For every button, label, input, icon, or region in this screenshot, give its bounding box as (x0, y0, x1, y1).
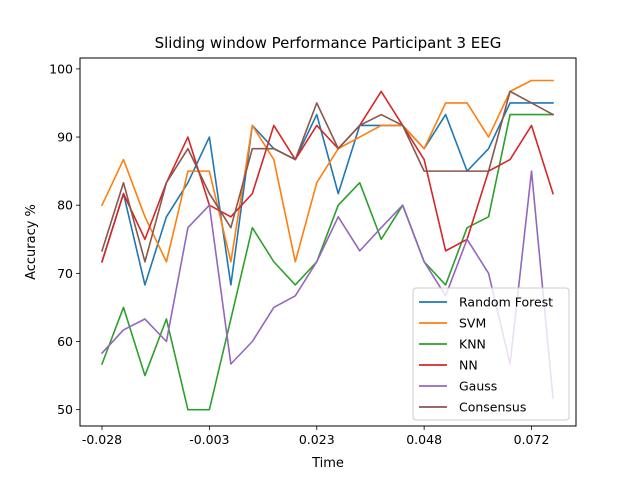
legend-label: NN (459, 358, 478, 373)
legend-label: KNN (459, 337, 486, 352)
series-line-gauss (100, 170, 554, 399)
series-line-knn (100, 113, 554, 411)
x-tick-label: -0.003 (189, 432, 229, 447)
y-tick-label: 60 (57, 334, 73, 349)
y-axis: 50 60 70 80 90 100 (49, 61, 80, 417)
axes-frame (79, 57, 577, 427)
x-tick-label: -0.028 (82, 432, 122, 447)
chart-title: Sliding window Performance Participant 3… (155, 34, 502, 52)
series-line-random-forest (100, 102, 554, 286)
y-tick-label: 70 (57, 266, 73, 281)
legend-frame (412, 287, 570, 421)
legend-label: Consensus (459, 400, 526, 415)
series-group (100, 79, 555, 411)
x-axis: -0.028 -0.003 0.023 0.048 0.072 (82, 426, 550, 447)
x-tick-label: 0.072 (514, 432, 550, 447)
legend-label: SVM (459, 316, 486, 331)
series-line-nn (100, 90, 555, 263)
legend-items: Random Forest SVM KNN NN Gauss Consensus (419, 295, 553, 415)
x-tick-label: 0.023 (299, 432, 335, 447)
y-tick-label: 90 (57, 130, 73, 145)
legend: Random Forest SVM KNN NN Gauss Consensus (412, 287, 570, 421)
legend-label: Random Forest (459, 295, 553, 310)
series-line-consensus (100, 90, 555, 263)
y-axis-label: Accuracy % (24, 204, 39, 280)
x-axis-label: Time (311, 456, 344, 471)
legend-label: Gauss (459, 379, 497, 394)
series-line-svm (100, 79, 554, 263)
y-tick-label: 50 (57, 402, 73, 417)
x-tick-label: 0.048 (406, 432, 442, 447)
y-tick-label: 80 (57, 198, 73, 213)
y-tick-label: 100 (49, 61, 73, 76)
